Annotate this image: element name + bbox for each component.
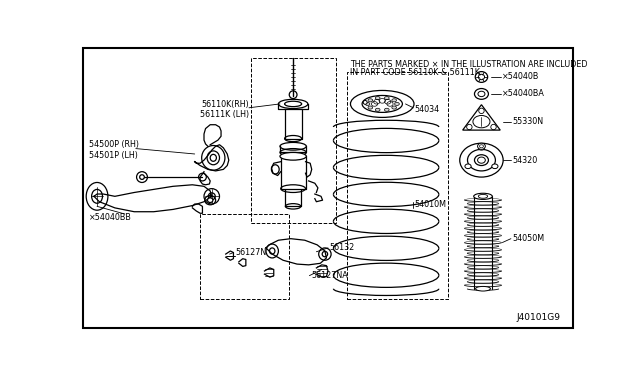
Ellipse shape — [474, 155, 488, 166]
Text: 56127N: 56127N — [235, 248, 266, 257]
Ellipse shape — [474, 193, 492, 199]
Ellipse shape — [395, 102, 399, 106]
Ellipse shape — [476, 71, 488, 82]
Text: ×54040BA: ×54040BA — [502, 89, 545, 99]
Ellipse shape — [392, 99, 397, 102]
Text: IN PART CODE 56110K & 56111K: IN PART CODE 56110K & 56111K — [349, 68, 479, 77]
Text: 56110K(RH)
56111K (LH): 56110K(RH) 56111K (LH) — [200, 100, 249, 119]
Ellipse shape — [467, 150, 495, 171]
Text: ×54040BB: ×54040BB — [90, 213, 132, 222]
Ellipse shape — [385, 108, 389, 111]
Ellipse shape — [365, 102, 370, 106]
Ellipse shape — [280, 153, 307, 160]
Ellipse shape — [376, 108, 380, 111]
Ellipse shape — [465, 164, 471, 169]
Ellipse shape — [477, 143, 485, 150]
Text: ×54040B: ×54040B — [502, 73, 540, 81]
Ellipse shape — [368, 106, 372, 109]
Text: J40101G9: J40101G9 — [516, 313, 561, 322]
Text: 56127NA: 56127NA — [311, 271, 348, 280]
Ellipse shape — [210, 154, 216, 161]
Ellipse shape — [376, 96, 380, 100]
Text: 56132: 56132 — [330, 243, 355, 253]
Bar — [200, 214, 289, 299]
Text: THE PARTS MARKED × IN THE ILLUSTRATION ARE INCLUDED: THE PARTS MARKED × IN THE ILLUSTRATION A… — [349, 60, 588, 69]
Ellipse shape — [207, 198, 213, 202]
Ellipse shape — [368, 99, 372, 102]
Ellipse shape — [460, 143, 503, 177]
Ellipse shape — [364, 100, 367, 104]
Ellipse shape — [140, 175, 145, 179]
Text: 54500P (RH)
54501P (LH): 54500P (RH) 54501P (LH) — [90, 140, 140, 160]
Polygon shape — [463, 105, 500, 130]
Bar — [250, 58, 336, 223]
Ellipse shape — [385, 96, 389, 100]
Ellipse shape — [362, 96, 403, 112]
Ellipse shape — [392, 106, 397, 109]
Text: 54050M: 54050M — [513, 234, 545, 243]
Ellipse shape — [474, 89, 488, 99]
Text: 54320: 54320 — [513, 155, 538, 165]
Ellipse shape — [476, 286, 490, 291]
Ellipse shape — [492, 164, 498, 169]
Text: 54010M: 54010M — [415, 199, 447, 209]
Ellipse shape — [478, 145, 484, 150]
Bar — [348, 71, 448, 299]
Text: 55330N: 55330N — [513, 117, 543, 126]
Ellipse shape — [351, 90, 414, 118]
Text: 54034: 54034 — [415, 105, 440, 114]
